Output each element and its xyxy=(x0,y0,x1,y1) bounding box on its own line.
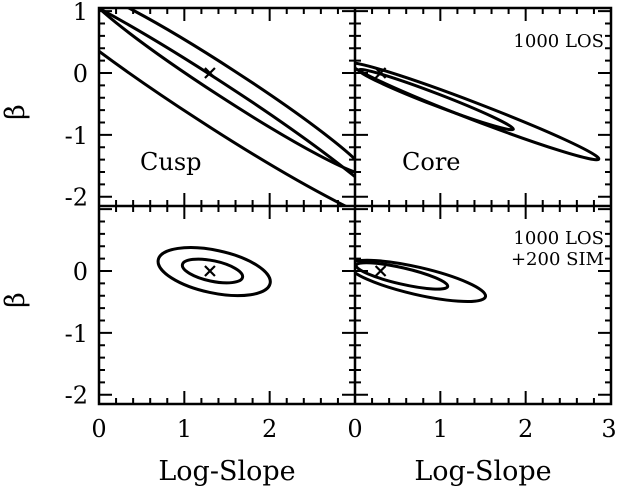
y-tick-label-bottom: -2 xyxy=(65,382,88,410)
x-tick-label-left: 1 xyxy=(177,415,192,443)
x-tick-label-left: 0 xyxy=(91,415,106,443)
x-axis-label-left: Log-Slope xyxy=(158,456,295,487)
contour-top-right-0 xyxy=(357,67,515,132)
panel-bottom-left xyxy=(156,246,272,298)
best-fit-marker-top-right xyxy=(374,67,387,79)
x-tick-label-right: 0 xyxy=(347,415,362,443)
tick-label-layer: 0 1 2 0 1 2 310-1-20-1-2 xyxy=(65,0,617,443)
annotation-top-right: 1000 LOS xyxy=(513,31,604,52)
panel-top-left xyxy=(99,8,355,206)
y-axis-label-top: β xyxy=(0,104,31,120)
x-tick-label-right: 3 xyxy=(601,415,616,443)
annotation-bottom-left-line1: 1000 LOS xyxy=(513,228,604,249)
contour-layer xyxy=(99,8,601,303)
best-fit-marker-bottom-right xyxy=(374,265,387,277)
marker-layer xyxy=(204,67,387,277)
y-tick-label-top: -1 xyxy=(65,122,88,150)
y-tick-label-top: 1 xyxy=(73,0,88,26)
panel-label-core: Core xyxy=(402,148,461,176)
contour-top-right-1 xyxy=(355,61,601,162)
panel-bottom-right xyxy=(355,258,488,303)
annotation-bottom-left-line2: +200 SIM xyxy=(511,249,604,270)
panel-label-cusp: Cusp xyxy=(140,148,202,176)
y-tick-label-top: -2 xyxy=(65,184,88,212)
best-fit-marker-bottom-left xyxy=(204,265,216,277)
contour-top-left-0 xyxy=(99,8,355,176)
y-tick-label-bottom: -1 xyxy=(65,320,88,348)
x-tick-label-right: 2 xyxy=(518,415,533,443)
x-tick-label-right: 1 xyxy=(433,415,448,443)
y-axis-label-bottom: β xyxy=(0,292,31,308)
contour-bottom-left-0 xyxy=(180,257,245,285)
y-tick-label-bottom: 0 xyxy=(73,258,88,286)
contour-bottom-right-1 xyxy=(355,258,488,303)
x-tick-label-left: 2 xyxy=(262,415,277,443)
contour-bottom-left-1 xyxy=(156,246,272,298)
y-tick-label-top: 0 xyxy=(73,60,88,88)
best-fit-marker-top-left xyxy=(204,67,216,79)
panel-top-right xyxy=(355,61,601,162)
contour-top-left-1 xyxy=(99,8,355,206)
x-axis-label-right: Log-Slope xyxy=(414,456,551,487)
